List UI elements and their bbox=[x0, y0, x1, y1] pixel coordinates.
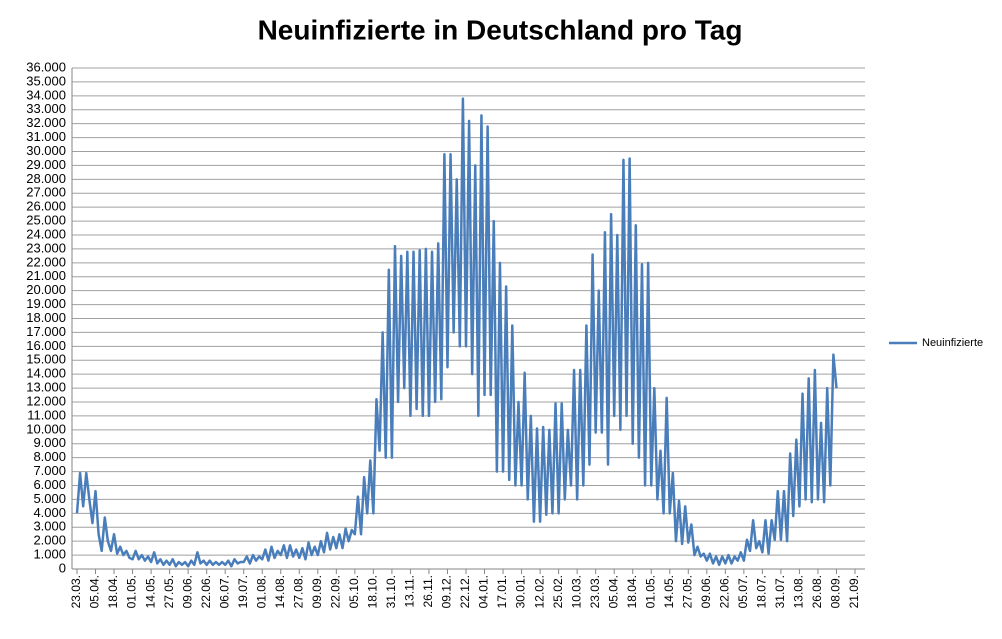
y-tick-label: 28.000 bbox=[26, 171, 66, 186]
y-tick-label: 34.000 bbox=[26, 87, 66, 102]
x-tick-label: 27.05. bbox=[680, 575, 694, 608]
x-tick-label: 25.02. bbox=[551, 575, 565, 608]
x-tick-label: 19.07. bbox=[236, 575, 250, 608]
y-tick-label: 23.000 bbox=[26, 240, 66, 255]
y-tick-label: 6.000 bbox=[33, 477, 66, 492]
y-tick-label: 7.000 bbox=[33, 463, 66, 478]
x-tick-label: 18.07. bbox=[755, 575, 769, 608]
y-tick-label: 8.000 bbox=[33, 449, 66, 464]
x-tick-label: 27.05. bbox=[162, 575, 176, 608]
y-tick-label: 21.000 bbox=[26, 268, 66, 283]
x-tick-label: 04.01. bbox=[477, 575, 491, 608]
x-tick-label: 30.01. bbox=[514, 575, 528, 608]
y-tick-label: 17.000 bbox=[26, 324, 66, 339]
y-tick-label: 15.000 bbox=[26, 352, 66, 367]
y-tick-label: 12.000 bbox=[26, 393, 66, 408]
x-tick-label: 14.08. bbox=[273, 575, 287, 608]
x-tick-label: 05.04. bbox=[606, 575, 620, 608]
y-tick-label: 1.000 bbox=[33, 547, 66, 562]
x-tick-label: 08.09. bbox=[829, 575, 843, 608]
y-tick-label: 29.000 bbox=[26, 157, 66, 172]
y-tick-label: 24.000 bbox=[26, 226, 66, 241]
x-tick-label: 09.06. bbox=[180, 575, 194, 608]
legend-label: Neuinfizierte bbox=[922, 337, 983, 349]
x-tick-label: 09.09. bbox=[310, 575, 324, 608]
x-tick-label: 09.12. bbox=[440, 575, 454, 608]
x-tick-label: 01.05. bbox=[643, 575, 657, 608]
x-tick-label: 05.10. bbox=[347, 575, 361, 608]
y-tick-label: 22.000 bbox=[26, 254, 66, 269]
y-tick-label: 20.000 bbox=[26, 282, 66, 297]
y-tick-label: 26.000 bbox=[26, 199, 66, 214]
x-tick-label: 23.03. bbox=[588, 575, 602, 608]
x-tick-label: 18.10. bbox=[366, 575, 380, 608]
y-tick-label: 18.000 bbox=[26, 310, 66, 325]
x-tick-label: 01.05. bbox=[125, 575, 139, 608]
x-tick-label: 31.07. bbox=[773, 575, 787, 608]
x-tick-label: 21.09. bbox=[847, 575, 861, 608]
y-tick-label: 4.000 bbox=[33, 505, 66, 520]
y-tick-label: 0 bbox=[59, 560, 66, 575]
x-tick-label: 22.06. bbox=[199, 575, 213, 608]
y-tick-label: 35.000 bbox=[26, 73, 66, 88]
x-tick-label: 17.01. bbox=[495, 575, 509, 608]
x-tick-label: 26.11. bbox=[421, 575, 435, 607]
x-tick-label: 09.06. bbox=[699, 575, 713, 608]
x-tick-label: 13.11. bbox=[403, 575, 417, 607]
y-tick-label: 2.000 bbox=[33, 533, 66, 548]
y-tick-label: 27.000 bbox=[26, 185, 66, 200]
y-tick-label: 3.000 bbox=[33, 519, 66, 534]
x-tick-label: 18.04. bbox=[625, 575, 639, 608]
y-tick-label: 5.000 bbox=[33, 491, 66, 506]
y-tick-label: 32.000 bbox=[26, 115, 66, 130]
y-tick-label: 10.000 bbox=[26, 421, 66, 436]
y-tick-label: 11.000 bbox=[27, 407, 66, 422]
y-tick-label: 30.000 bbox=[26, 143, 66, 158]
x-tick-label: 14.05. bbox=[662, 575, 676, 608]
x-tick-label: 01.08. bbox=[254, 575, 268, 608]
y-tick-label: 13.000 bbox=[26, 380, 66, 395]
x-tick-label: 05.04. bbox=[88, 575, 102, 608]
x-tick-label: 31.10. bbox=[384, 575, 398, 608]
x-tick-label: 14.05. bbox=[143, 575, 157, 608]
x-tick-label: 13.08. bbox=[792, 575, 806, 608]
x-tick-label: 06.07. bbox=[217, 575, 231, 608]
y-tick-label: 19.000 bbox=[26, 296, 66, 311]
x-tick-label: 26.08. bbox=[810, 575, 824, 608]
x-tick-label: 27.08. bbox=[291, 575, 305, 608]
y-tick-label: 16.000 bbox=[26, 338, 66, 353]
x-tick-label: 23.03. bbox=[69, 575, 83, 608]
data-line bbox=[75, 97, 838, 568]
y-tick-label: 31.000 bbox=[26, 129, 66, 144]
x-tick-label: 22.09. bbox=[329, 575, 343, 608]
chart-title: Neuinfizierte in Deutschland pro Tag bbox=[258, 14, 743, 45]
x-tick-label: 22.12. bbox=[458, 575, 472, 608]
y-tick-label: 33.000 bbox=[26, 101, 66, 116]
x-tick-label: 12.02. bbox=[532, 575, 546, 608]
x-tick-label: 22.06. bbox=[718, 575, 732, 608]
x-tick-label: 05.07. bbox=[736, 575, 750, 608]
y-tick-label: 9.000 bbox=[33, 435, 66, 450]
y-tick-label: 36.000 bbox=[26, 59, 66, 74]
y-tick-label: 25.000 bbox=[26, 213, 66, 228]
y-tick-label: 14.000 bbox=[26, 366, 66, 381]
x-tick-label: 10.03. bbox=[569, 575, 583, 608]
x-tick-label: 18.04. bbox=[106, 575, 120, 608]
